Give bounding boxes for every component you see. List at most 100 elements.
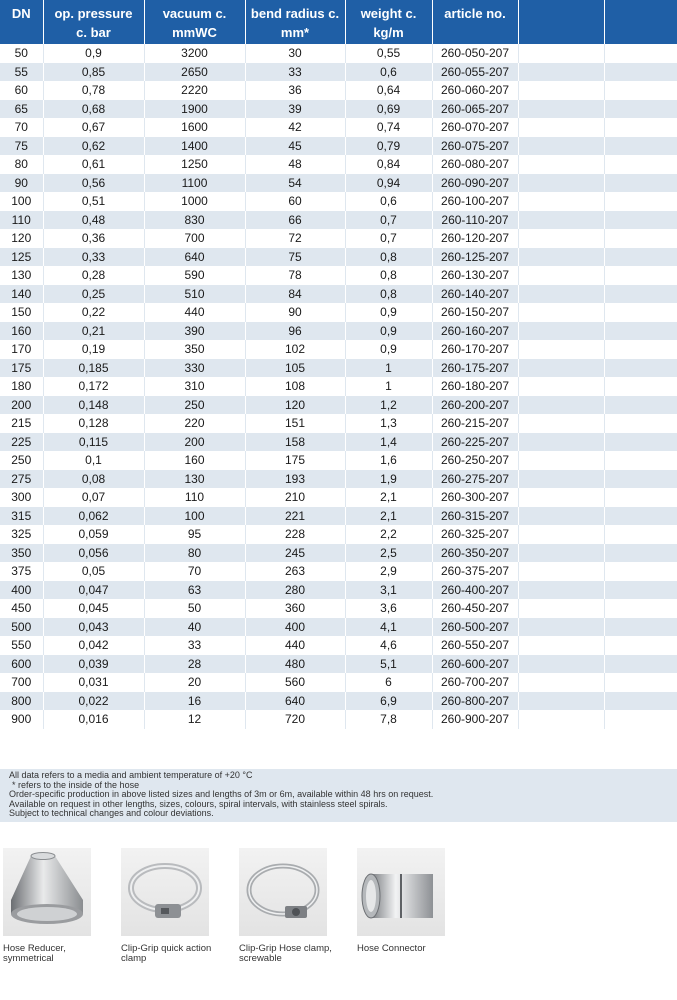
product-hose-connector[interactable]: Hose Connector — [357, 848, 467, 954]
table-cell-vacuum: 250 — [144, 395, 246, 414]
table-cell-dn: 200 — [0, 395, 44, 414]
table-cell-blank-2 — [604, 99, 677, 118]
table-cell-blank-1 — [518, 118, 605, 137]
table-cell-vacuum: 310 — [144, 377, 246, 396]
table-row: 90 0,56 1100 54 0,94 260-090-207 — [0, 173, 677, 192]
table-cell-blank-1 — [518, 562, 605, 581]
col-header-article-no: article no. — [432, 0, 519, 44]
table-cell-dn: 75 — [0, 136, 44, 155]
col-header-unit: mm* — [280, 25, 310, 40]
table-cell-blank-2 — [604, 229, 677, 248]
table-cell-article-no: 260-055-207 — [432, 62, 519, 81]
table-cell-dn: 225 — [0, 432, 44, 451]
table-cell-dn: 900 — [0, 710, 44, 729]
table-cell-bend-radius: 45 — [245, 136, 346, 155]
table-cell-article-no: 260-250-207 — [432, 451, 519, 470]
table-cell-vacuum: 2650 — [144, 62, 246, 81]
table-cell-blank-1 — [518, 377, 605, 396]
table-cell-vacuum: 1000 — [144, 192, 246, 211]
table-cell-weight: 1,6 — [345, 451, 433, 470]
table-cell-blank-1 — [518, 543, 605, 562]
table-cell-op-pressure: 0,67 — [43, 118, 145, 137]
table-cell-weight: 0,64 — [345, 81, 433, 100]
table-cell-blank-2 — [604, 340, 677, 359]
table-row: 215 0,128 220 151 1,3 260-215-207 — [0, 414, 677, 433]
product-screw-clamp[interactable]: Clip-Grip Hose clamp, screwable — [239, 848, 349, 964]
table-cell-blank-2 — [604, 617, 677, 636]
table-cell-dn: 130 — [0, 266, 44, 285]
table-cell-weight: 0,7 — [345, 229, 433, 248]
table-cell-bend-radius: 39 — [245, 99, 346, 118]
table-row: 315 0,062 100 221 2,1 260-315-207 — [0, 506, 677, 525]
table-cell-blank-1 — [518, 488, 605, 507]
table-row: 500 0,043 40 400 4,1 260-500-207 — [0, 617, 677, 636]
table-cell-vacuum: 40 — [144, 617, 246, 636]
table-cell-article-no: 260-450-207 — [432, 599, 519, 618]
table-cell-article-no: 260-300-207 — [432, 488, 519, 507]
table-cell-weight: 0,8 — [345, 247, 433, 266]
table-cell-blank-1 — [518, 99, 605, 118]
table-cell-blank-1 — [518, 284, 605, 303]
table-cell-article-no: 260-275-207 — [432, 469, 519, 488]
table-cell-vacuum: 700 — [144, 229, 246, 248]
table-cell-bend-radius: 175 — [245, 451, 346, 470]
table-cell-blank-2 — [604, 673, 677, 692]
table-cell-weight: 0,9 — [345, 303, 433, 322]
table-cell-bend-radius: 75 — [245, 247, 346, 266]
table-cell-op-pressure: 0,9 — [43, 44, 145, 63]
table-cell-weight: 7,8 — [345, 710, 433, 729]
table-cell-blank-1 — [518, 81, 605, 100]
product-quick-action-clamp[interactable]: Clip-Grip quick action clamp — [121, 848, 231, 964]
table-cell-op-pressure: 0,22 — [43, 303, 145, 322]
table-cell-article-no: 260-100-207 — [432, 192, 519, 211]
table-cell-weight: 0,8 — [345, 284, 433, 303]
table-cell-blank-2 — [604, 599, 677, 618]
table-row: 75 0,62 1400 45 0,79 260-075-207 — [0, 136, 677, 155]
table-row: 600 0,039 28 480 5,1 260-600-207 — [0, 654, 677, 673]
table-cell-blank-1 — [518, 358, 605, 377]
table-row: 800 0,022 16 640 6,9 260-800-207 — [0, 691, 677, 710]
table-cell-dn: 125 — [0, 247, 44, 266]
table-cell-dn: 120 — [0, 229, 44, 248]
table-cell-blank-2 — [604, 691, 677, 710]
table-cell-op-pressure: 0,08 — [43, 469, 145, 488]
table-cell-blank-1 — [518, 525, 605, 544]
table-cell-blank-2 — [604, 377, 677, 396]
table-cell-vacuum: 640 — [144, 247, 246, 266]
table-cell-dn: 215 — [0, 414, 44, 433]
table-cell-bend-radius: 42 — [245, 118, 346, 137]
table-cell-bend-radius: 560 — [245, 673, 346, 692]
table-row: 350 0,056 80 245 2,5 260-350-207 — [0, 543, 677, 562]
table-cell-blank-1 — [518, 155, 605, 174]
table-cell-vacuum: 1100 — [144, 173, 246, 192]
table-cell-dn: 80 — [0, 155, 44, 174]
table-cell-article-no: 260-325-207 — [432, 525, 519, 544]
table-cell-blank-2 — [604, 414, 677, 433]
product-hose-reducer[interactable]: Hose Reducer, symmetrical — [3, 848, 113, 964]
table-cell-blank-2 — [604, 654, 677, 673]
table-row: 50 0,9 3200 30 0,55 260-050-207 — [0, 44, 677, 63]
table-row: 175 0,185 330 105 1 260-175-207 — [0, 358, 677, 377]
table-cell-dn: 180 — [0, 377, 44, 396]
table-cell-blank-2 — [604, 284, 677, 303]
table-cell-article-no: 260-130-207 — [432, 266, 519, 285]
table-cell-vacuum: 12 — [144, 710, 246, 729]
table-cell-dn: 350 — [0, 543, 44, 562]
table-cell-weight: 1,9 — [345, 469, 433, 488]
col-header-weight: weight c. kg/m — [345, 0, 433, 44]
table-cell-vacuum: 28 — [144, 654, 246, 673]
table-row: 65 0,68 1900 39 0,69 260-065-207 — [0, 99, 677, 118]
table-cell-vacuum: 160 — [144, 451, 246, 470]
note-subject-to-change: Subject to technical changes and colour … — [9, 808, 214, 819]
table-cell-blank-1 — [518, 173, 605, 192]
table-cell-bend-radius: 120 — [245, 395, 346, 414]
col-header-label: vacuum c. — [162, 6, 227, 21]
table-cell-op-pressure: 0,36 — [43, 229, 145, 248]
col-header-blank-2 — [604, 0, 677, 44]
table-cell-dn: 90 — [0, 173, 44, 192]
table-cell-blank-1 — [518, 62, 605, 81]
table-cell-bend-radius: 96 — [245, 321, 346, 340]
col-header-label: article no. — [444, 6, 506, 21]
table-cell-article-no: 260-060-207 — [432, 81, 519, 100]
table-cell-weight: 1,2 — [345, 395, 433, 414]
